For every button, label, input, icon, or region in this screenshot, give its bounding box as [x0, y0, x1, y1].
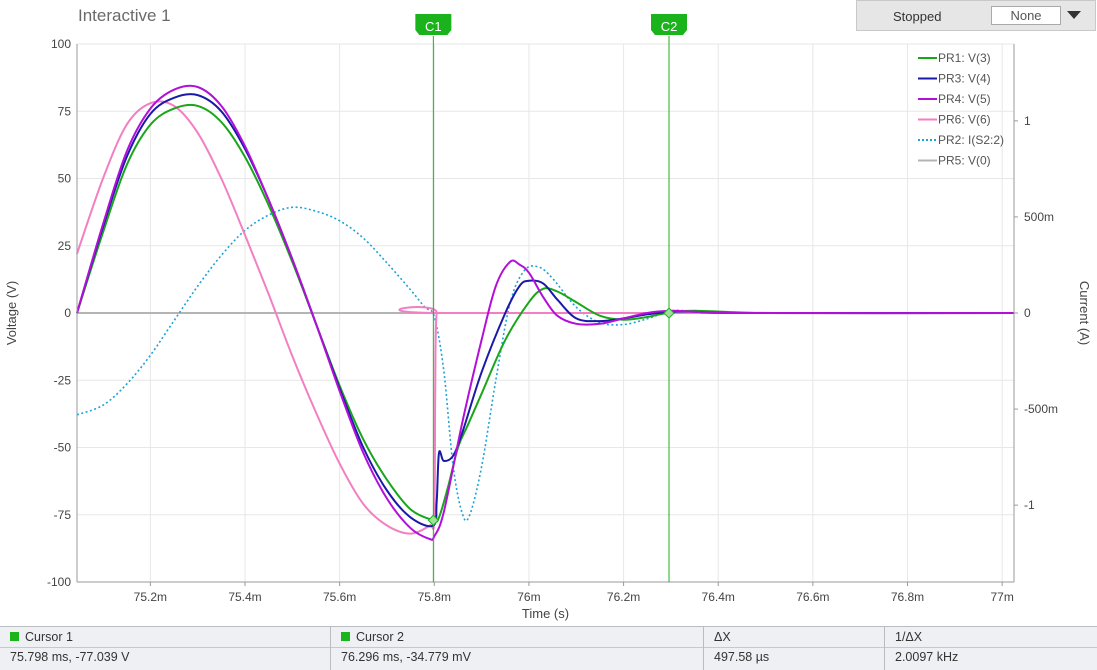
delta-x-value: 497.58 µs: [714, 650, 770, 664]
y-tick-label: -100: [47, 575, 71, 589]
x-tick-label: 75.8m: [418, 590, 451, 604]
run-status-panel: Stopped None: [856, 0, 1096, 31]
series-pr1-line: [76, 103, 1015, 523]
cursor-readout-bar: Cursor 1 75.798 ms, -77.039 V Cursor 2 7…: [0, 626, 1097, 670]
y2-tick-label: -500m: [1024, 402, 1058, 416]
cursor1-handle[interactable]: [415, 14, 452, 35]
cursor2-label: C2: [661, 19, 678, 34]
cursor2-handle[interactable]: [651, 14, 688, 35]
cursor1-value: 75.798 ms, -77.039 V: [10, 650, 130, 664]
series-group: [76, 84, 1015, 541]
y-tick-label: -50: [54, 441, 72, 455]
grid: [77, 43, 1014, 583]
series-pr4-line: [76, 84, 1015, 541]
y-tick-label: 75: [58, 104, 72, 118]
y2-tick-label: 1: [1024, 114, 1031, 128]
x-tick-label: 76m: [517, 590, 540, 604]
x-axis-title: Time (s): [522, 606, 569, 621]
y-axis-title: Voltage (V): [4, 281, 19, 345]
legend-label-pr5: PR5: V(0): [938, 154, 991, 168]
run-status-text: Stopped: [893, 9, 942, 24]
y-tick-label: 50: [58, 172, 72, 186]
y2-tick-label: -1: [1024, 498, 1035, 512]
cursor1-color-icon: [10, 632, 19, 641]
x-tick-label: 75.6m: [323, 590, 356, 604]
cursor2-color-icon: [341, 632, 350, 641]
cursors[interactable]: C1 C2: [415, 14, 688, 582]
legend: PR1: V(3) PR3: V(4) PR4: V(5) PR6: V(6) PR2:…: [918, 51, 1004, 168]
y2-tick-label: 0: [1024, 306, 1031, 320]
y-tick-label: -25: [54, 373, 72, 387]
window-title: Interactive 1: [78, 6, 171, 25]
cursor2-marker[interactable]: [663, 307, 675, 319]
cursor2-value: 76.296 ms, -34.779 mV: [341, 650, 471, 664]
y-tick-label: 100: [51, 37, 71, 51]
legend-label-pr1: PR1: V(3): [938, 51, 991, 65]
cursor1-label: C1: [425, 19, 442, 34]
y-tick-label: -75: [54, 508, 72, 522]
x-tick-label: 76.4m: [702, 590, 735, 604]
y-tick-label: 25: [58, 239, 72, 253]
axes: 75.2m 75.4m 75.6m 75.8m 76m 76.2m 76.4m 76.6m 76…: [4, 37, 1092, 621]
x-tick-label: 75.2m: [134, 590, 167, 604]
x-tick-label: 77m: [990, 590, 1013, 604]
legend-label-pr2: PR2: I(S2:2): [938, 133, 1004, 147]
x-tick-label: 75.4m: [228, 590, 261, 604]
legend-label-pr3: PR3: V(4): [938, 72, 991, 86]
delta-x-label: ΔX: [714, 630, 731, 644]
y2-axis-title: Current (A): [1077, 281, 1092, 345]
delta-x-cell: ΔX 497.58 µs: [704, 627, 885, 670]
series-pr3-line: [76, 93, 1015, 528]
x-tick-label: 76.8m: [891, 590, 924, 604]
series-pr6-line: [76, 100, 1014, 535]
cursor1-cell: Cursor 1 75.798 ms, -77.039 V: [0, 627, 331, 670]
cursor1-label: Cursor 1: [25, 630, 73, 644]
y2-tick-label: 500m: [1024, 210, 1054, 224]
x-tick-label: 76.6m: [796, 590, 829, 604]
cursor1-marker[interactable]: [427, 514, 440, 526]
chevron-down-icon[interactable]: [1067, 11, 1081, 19]
y-tick-label: 0: [64, 306, 71, 320]
waveform-chart[interactable]: 75.2m 75.4m 75.6m 75.8m 76m 76.2m 76.4m 76.6m 76…: [0, 0, 1097, 626]
cursor2-label: Cursor 2: [356, 630, 404, 644]
cursor2-cell: Cursor 2 76.296 ms, -34.779 mV: [331, 627, 704, 670]
trigger-select[interactable]: None: [991, 6, 1061, 25]
series-pr2-line: [76, 206, 1015, 522]
legend-label-pr6: PR6: V(6): [938, 113, 991, 127]
inverse-delta-x-cell: 1/ΔX 2.0097 kHz: [885, 627, 1097, 670]
x-tick-label: 76.2m: [607, 590, 640, 604]
inverse-delta-x-label: 1/ΔX: [895, 630, 923, 644]
legend-label-pr4: PR4: V(5): [938, 92, 991, 106]
inverse-delta-x-value: 2.0097 kHz: [895, 650, 959, 664]
